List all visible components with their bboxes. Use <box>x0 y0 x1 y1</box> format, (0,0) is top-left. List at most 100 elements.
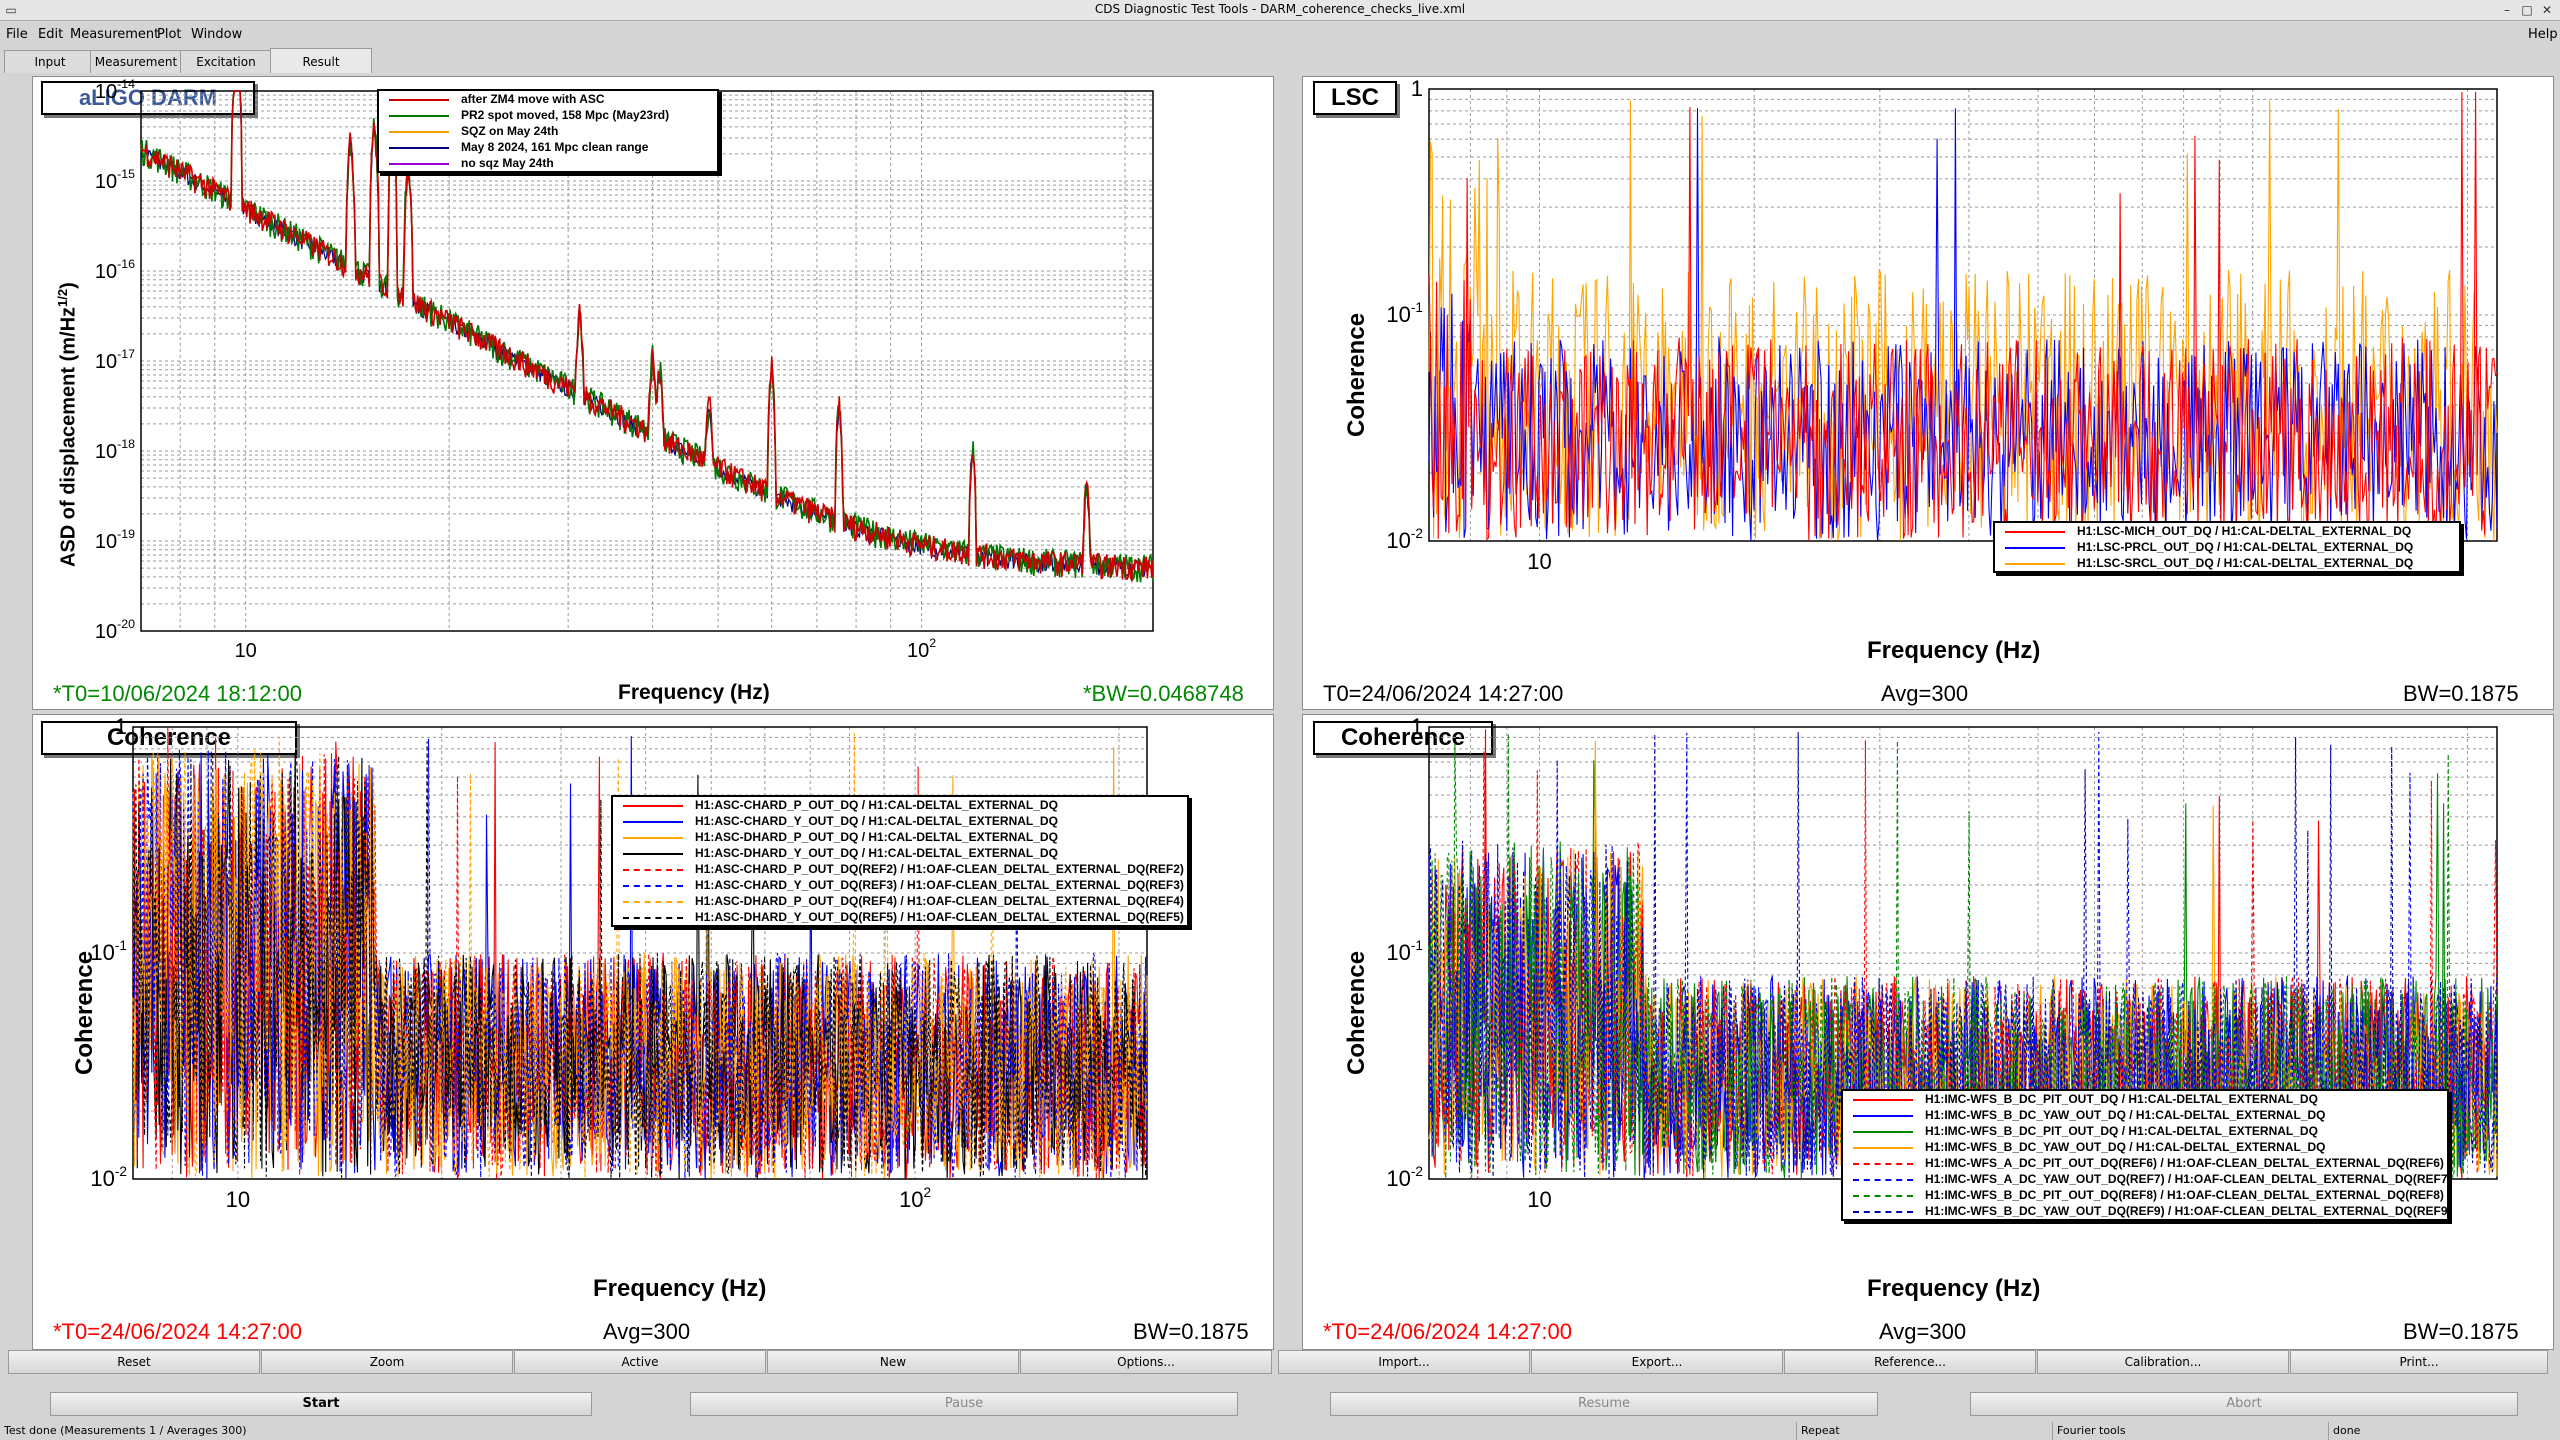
plot-button-row: Reset Zoom Active New Options... Import.… <box>8 1350 2554 1374</box>
tab-measurement[interactable]: Measurement <box>90 50 182 73</box>
x-tick-label: 10 <box>235 640 257 662</box>
legend-label: May 8 2024, 161 Mpc clean range <box>461 140 649 154</box>
legend-label: PR2 spot moved, 158 Mpc (May23rd) <box>461 108 670 122</box>
t0-label: *T0=10/06/2024 18:12:00 <box>53 681 302 706</box>
menu-edit[interactable]: Edit <box>38 27 64 42</box>
y-tick-label: 1 <box>1411 77 1423 101</box>
menu-measurement[interactable]: Measurement <box>70 27 160 42</box>
y-tick-label: 10-14 <box>95 77 135 103</box>
legend-entry: H1:ASC-CHARD_Y_OUT_DQ / H1:CAL-DELTAL_EX… <box>613 813 1187 829</box>
legend-label: H1:ASC-CHARD_P_OUT_DQ(REF2) / H1:OAF-CLE… <box>695 862 1184 876</box>
legend-entry: H1:LSC-SRCL_OUT_DQ / H1:CAL-DELTAL_EXTER… <box>1995 555 2459 571</box>
maximize-icon[interactable]: □ <box>2521 3 2533 17</box>
legend-swatch <box>1853 1099 1913 1101</box>
legend-swatch <box>623 885 683 887</box>
bw-label: BW=0.1875 <box>2403 681 2519 706</box>
coherence-trace <box>132 733 1148 1178</box>
legend-entry: H1:ASC-DHARD_P_OUT_DQ(REF4) / H1:OAF-CLE… <box>613 893 1187 909</box>
legend-swatch <box>1853 1115 1913 1117</box>
print-button[interactable]: Print... <box>2290 1350 2548 1374</box>
x-tick-label: 10 <box>1527 549 1551 574</box>
avg-label: Avg=300 <box>1881 681 1969 706</box>
reference-button[interactable]: Reference... <box>1784 1350 2036 1374</box>
x-tick-label: 10 <box>226 1187 250 1212</box>
start-button[interactable]: Start <box>50 1392 592 1416</box>
legend-label: H1:ASC-CHARD_Y_OUT_DQ(REF3) / H1:OAF-CLE… <box>695 878 1184 892</box>
legend[interactable]: after ZM4 move with ASC PR2 spot moved, 1… <box>377 89 719 173</box>
legend-entry: H1:ASC-CHARD_P_OUT_DQ / H1:CAL-DELTAL_EX… <box>613 797 1187 813</box>
resume-button[interactable]: Resume <box>1330 1392 1878 1416</box>
avg-label: Avg=300 <box>1879 1319 1967 1344</box>
status-fourier-tools: Fourier tools <box>2052 1422 2327 1440</box>
legend-swatch <box>1853 1211 1913 1213</box>
legend-label: H1:IMC-WFS_B_DC_PIT_OUT_DQ(REF8) / H1:OA… <box>1925 1188 2444 1202</box>
t0-label: *T0=24/06/2024 14:27:00 <box>53 1319 302 1344</box>
y-tick-label: 10-15 <box>95 167 135 193</box>
y-tick-label: 10-1 <box>90 938 127 965</box>
status-state: done <box>2328 1422 2559 1440</box>
coherence-trace <box>132 741 1148 1179</box>
new-button[interactable]: New <box>767 1350 1019 1374</box>
legend-swatch <box>389 163 449 165</box>
legend-swatch <box>2005 531 2065 533</box>
active-button[interactable]: Active <box>514 1350 766 1374</box>
import-button[interactable]: Import... <box>1278 1350 1530 1374</box>
status-message: Test done (Measurements 1 / Averages 300… <box>4 1424 247 1437</box>
panel-title: aLIGO DARM <box>41 81 255 115</box>
legend-swatch <box>623 837 683 839</box>
calibration-button[interactable]: Calibration... <box>2037 1350 2289 1374</box>
y-tick-label: 10-2 <box>1386 1164 1423 1191</box>
coherence-trace <box>1428 108 2498 542</box>
reset-button[interactable]: Reset <box>8 1350 260 1374</box>
menu-plot[interactable]: Plot <box>157 27 182 42</box>
window-menu-icon[interactable]: ▭ <box>5 3 17 17</box>
legend[interactable]: H1:ASC-CHARD_P_OUT_DQ / H1:CAL-DELTAL_EX… <box>611 795 1189 927</box>
close-icon[interactable]: ✕ <box>2541 3 2553 17</box>
legend-swatch <box>389 147 449 149</box>
y-tick-label: 10-17 <box>95 347 135 373</box>
menu-help[interactable]: Help <box>2528 27 2558 42</box>
legend-swatch <box>389 131 449 133</box>
legend-swatch <box>389 99 449 101</box>
legend-swatch <box>1853 1163 1913 1165</box>
x-tick-label: 102 <box>907 636 936 662</box>
legend-label: H1:IMC-WFS_B_DC_YAW_OUT_DQ / H1:CAL-DELT… <box>1925 1108 2326 1122</box>
tab-result[interactable]: Result <box>270 48 372 73</box>
tab-excitation[interactable]: Excitation <box>180 50 272 73</box>
status-repeat: Repeat <box>1796 1422 2051 1440</box>
trace <box>140 90 1154 584</box>
legend-entry: H1:IMC-WFS_B_DC_PIT_OUT_DQ(REF8) / H1:OA… <box>1843 1187 2447 1203</box>
minimize-icon[interactable]: – <box>2504 3 2510 17</box>
asc-coherence-panel[interactable]: Coherence 1 10-1 10-2 10 102 Coherence Frequ… <box>32 714 1274 1350</box>
legend[interactable]: H1:LSC-MICH_OUT_DQ / H1:CAL-DELTAL_EXTER… <box>1993 521 2461 573</box>
abort-button[interactable]: Abort <box>1970 1392 2518 1416</box>
menu-window[interactable]: Window <box>191 27 243 42</box>
options-button[interactable]: Options... <box>1020 1350 1272 1374</box>
legend-label: H1:LSC-SRCL_OUT_DQ / H1:CAL-DELTAL_EXTER… <box>2077 556 2414 570</box>
y-tick-label: 10-1 <box>1386 300 1423 327</box>
t0-label: T0=24/06/2024 14:27:00 <box>1323 681 1564 706</box>
x-axis-label: Frequency (Hz) <box>1867 637 2041 664</box>
legend-label: after ZM4 move with ASC <box>461 92 605 106</box>
legend-entry: H1:IMC-WFS_A_DC_YAW_OUT_DQ(REF7) / H1:OA… <box>1843 1171 2451 1187</box>
asc-coherence-plot-area: 1 10-1 10-2 10 102 <box>90 715 1148 1212</box>
legend-swatch <box>1853 1131 1913 1133</box>
coherence-trace <box>1428 733 2498 1180</box>
pause-button[interactable]: Pause <box>690 1392 1238 1416</box>
legend-label: SQZ on May 24th <box>461 124 559 138</box>
menu-file[interactable]: File <box>6 27 28 42</box>
zoom-button[interactable]: Zoom <box>261 1350 513 1374</box>
axes: 10-14 10-15 10-16 10-17 10-18 10-19 10-20 <box>95 77 1154 643</box>
legend-label: H1:ASC-DHARD_P_OUT_DQ(REF4) / H1:OAF-CLE… <box>695 894 1184 908</box>
tab-input[interactable]: Input <box>4 50 96 73</box>
legend-entry: after ZM4 move with ASC <box>379 91 717 107</box>
export-button[interactable]: Export... <box>1531 1350 1783 1374</box>
legend[interactable]: H1:IMC-WFS_B_DC_PIT_OUT_DQ / H1:CAL-DELT… <box>1841 1089 2452 1221</box>
legend-label: H1:IMC-WFS_B_DC_YAW_OUT_DQ(REF9) / H1:OA… <box>1925 1204 2452 1218</box>
main-tabs: Input Measurement Excitation Result <box>0 48 2560 74</box>
darm-plot-panel[interactable]: aLIGO DARM 10-14 10-15 10-16 10-17 10-18 10-1… <box>32 76 1274 710</box>
